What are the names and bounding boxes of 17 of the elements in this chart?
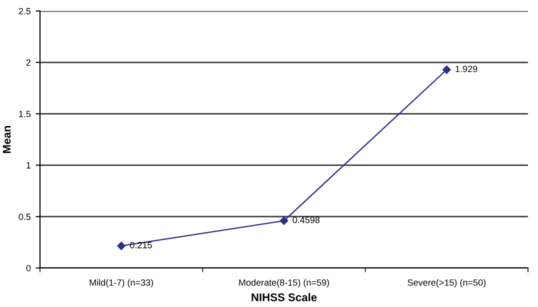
- y-axis-title: Mean: [2, 126, 11, 153]
- y-tick-label: 1.5: [19, 110, 31, 118]
- x-tick-label: Mild(1-7) (n=33): [90, 279, 154, 288]
- x-tick-label: Severe(>15) (n=50): [408, 279, 486, 288]
- y-tick-label: 2.5: [18, 8, 31, 14]
- y-tick-label: 0: [26, 264, 31, 272]
- data-label: 0.215: [130, 242, 152, 248]
- point: [117, 242, 126, 250]
- x-tick-label: Moderate(8-15) (n=59): [239, 279, 329, 288]
- y-tick-label: 0.5: [18, 214, 31, 220]
- point: [442, 66, 451, 74]
- point: [280, 216, 288, 225]
- y-tick-label: 2: [26, 59, 31, 66]
- data-label: 0.4598: [292, 216, 320, 224]
- x-axis-title: NIHSS Scale: [252, 293, 317, 302]
- data-label: 1.929: [456, 66, 478, 72]
- y-tick-label: 1: [26, 162, 31, 168]
